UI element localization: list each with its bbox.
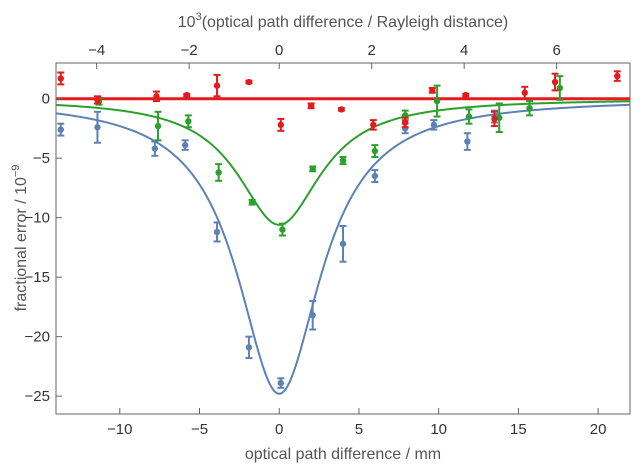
red-data-point bbox=[245, 78, 253, 86]
red-data-point bbox=[338, 106, 345, 113]
red-data-point bbox=[462, 91, 469, 99]
top-tick-label: 0 bbox=[275, 42, 283, 59]
y-axis-label: fractional error / 10−9 bbox=[10, 165, 30, 312]
blue-data-point bbox=[277, 379, 285, 387]
green-data-point bbox=[185, 118, 192, 125]
green-data-point bbox=[371, 147, 379, 155]
red-data-point bbox=[521, 89, 528, 96]
red-data-point bbox=[491, 115, 498, 123]
x-tick-label: −5 bbox=[191, 421, 208, 438]
x-tick-label: −10 bbox=[107, 421, 132, 438]
y-axis-label-exponent: −9 bbox=[10, 165, 22, 178]
top-tick-label: 4 bbox=[460, 42, 468, 59]
y-tick-label: −15 bbox=[25, 269, 50, 286]
blue-data-point bbox=[181, 141, 189, 149]
x-tick-label: 20 bbox=[590, 421, 607, 438]
green-data-point bbox=[526, 105, 533, 112]
x-tick-label: 15 bbox=[510, 421, 527, 438]
blue-data-point bbox=[430, 121, 438, 129]
top-axis-label-base: 10 bbox=[178, 14, 196, 31]
red-data-point bbox=[213, 82, 221, 89]
blue-data-point bbox=[309, 312, 316, 319]
x-axis-label: optical path difference / mm bbox=[245, 446, 441, 463]
blue-data-point bbox=[339, 240, 347, 248]
top-axis-label-rest: (optical path difference / Rayleigh dist… bbox=[202, 14, 509, 31]
blue-data-point bbox=[464, 138, 471, 145]
x-tick-label: 0 bbox=[275, 421, 283, 438]
top-tick-label: −2 bbox=[181, 42, 198, 59]
plot-frame bbox=[55, 62, 631, 415]
y-tick-label: −10 bbox=[25, 210, 50, 227]
y-axis-label-base: fractional error / 10 bbox=[13, 177, 30, 311]
green-data-point bbox=[339, 157, 347, 164]
y-tick-label: −20 bbox=[25, 329, 50, 346]
red-data-point bbox=[153, 93, 160, 100]
red-data-point bbox=[94, 96, 101, 104]
green-data-point bbox=[248, 199, 256, 206]
red-data-point bbox=[277, 121, 285, 129]
top-axis-label: 103(optical path difference / Rayleigh d… bbox=[178, 11, 508, 31]
top-tick-label: −4 bbox=[88, 42, 105, 59]
blue-data-point bbox=[245, 344, 253, 351]
green-data-point bbox=[465, 113, 473, 120]
red-data-point bbox=[429, 87, 436, 94]
x-tick-label: 10 bbox=[430, 421, 447, 438]
y-tick-label: −25 bbox=[25, 388, 50, 405]
green-fit-curve bbox=[56, 100, 630, 226]
blue-data-point bbox=[371, 172, 379, 180]
blue-data-point bbox=[213, 228, 221, 236]
red-data-point bbox=[614, 72, 621, 80]
y-tick-label: −5 bbox=[33, 150, 50, 167]
green-data-point bbox=[496, 114, 503, 121]
red-data-point bbox=[401, 119, 409, 126]
red-data-point bbox=[57, 75, 64, 82]
red-data-point bbox=[551, 78, 559, 86]
red-data-point bbox=[307, 102, 315, 110]
blue-fit-curve bbox=[56, 103, 630, 395]
green-data-point bbox=[154, 122, 162, 130]
fit-curves bbox=[56, 97, 630, 395]
green-data-point bbox=[309, 165, 316, 173]
green-data-point bbox=[215, 169, 222, 176]
green-data-point bbox=[279, 226, 286, 233]
top-tick-label: 6 bbox=[552, 42, 560, 59]
blue-data-point bbox=[151, 145, 159, 152]
top-tick-label: 2 bbox=[368, 42, 376, 59]
blue-data-point bbox=[94, 124, 101, 131]
top-axis-label-exponent: 3 bbox=[196, 11, 202, 23]
red-data-point bbox=[370, 121, 377, 129]
blue-data-point bbox=[57, 126, 64, 133]
green-data-point bbox=[433, 97, 441, 105]
red-data-point bbox=[183, 91, 190, 99]
data-points bbox=[57, 70, 621, 389]
x-tick-label: 5 bbox=[355, 421, 363, 438]
y-tick-label: 0 bbox=[42, 91, 50, 108]
